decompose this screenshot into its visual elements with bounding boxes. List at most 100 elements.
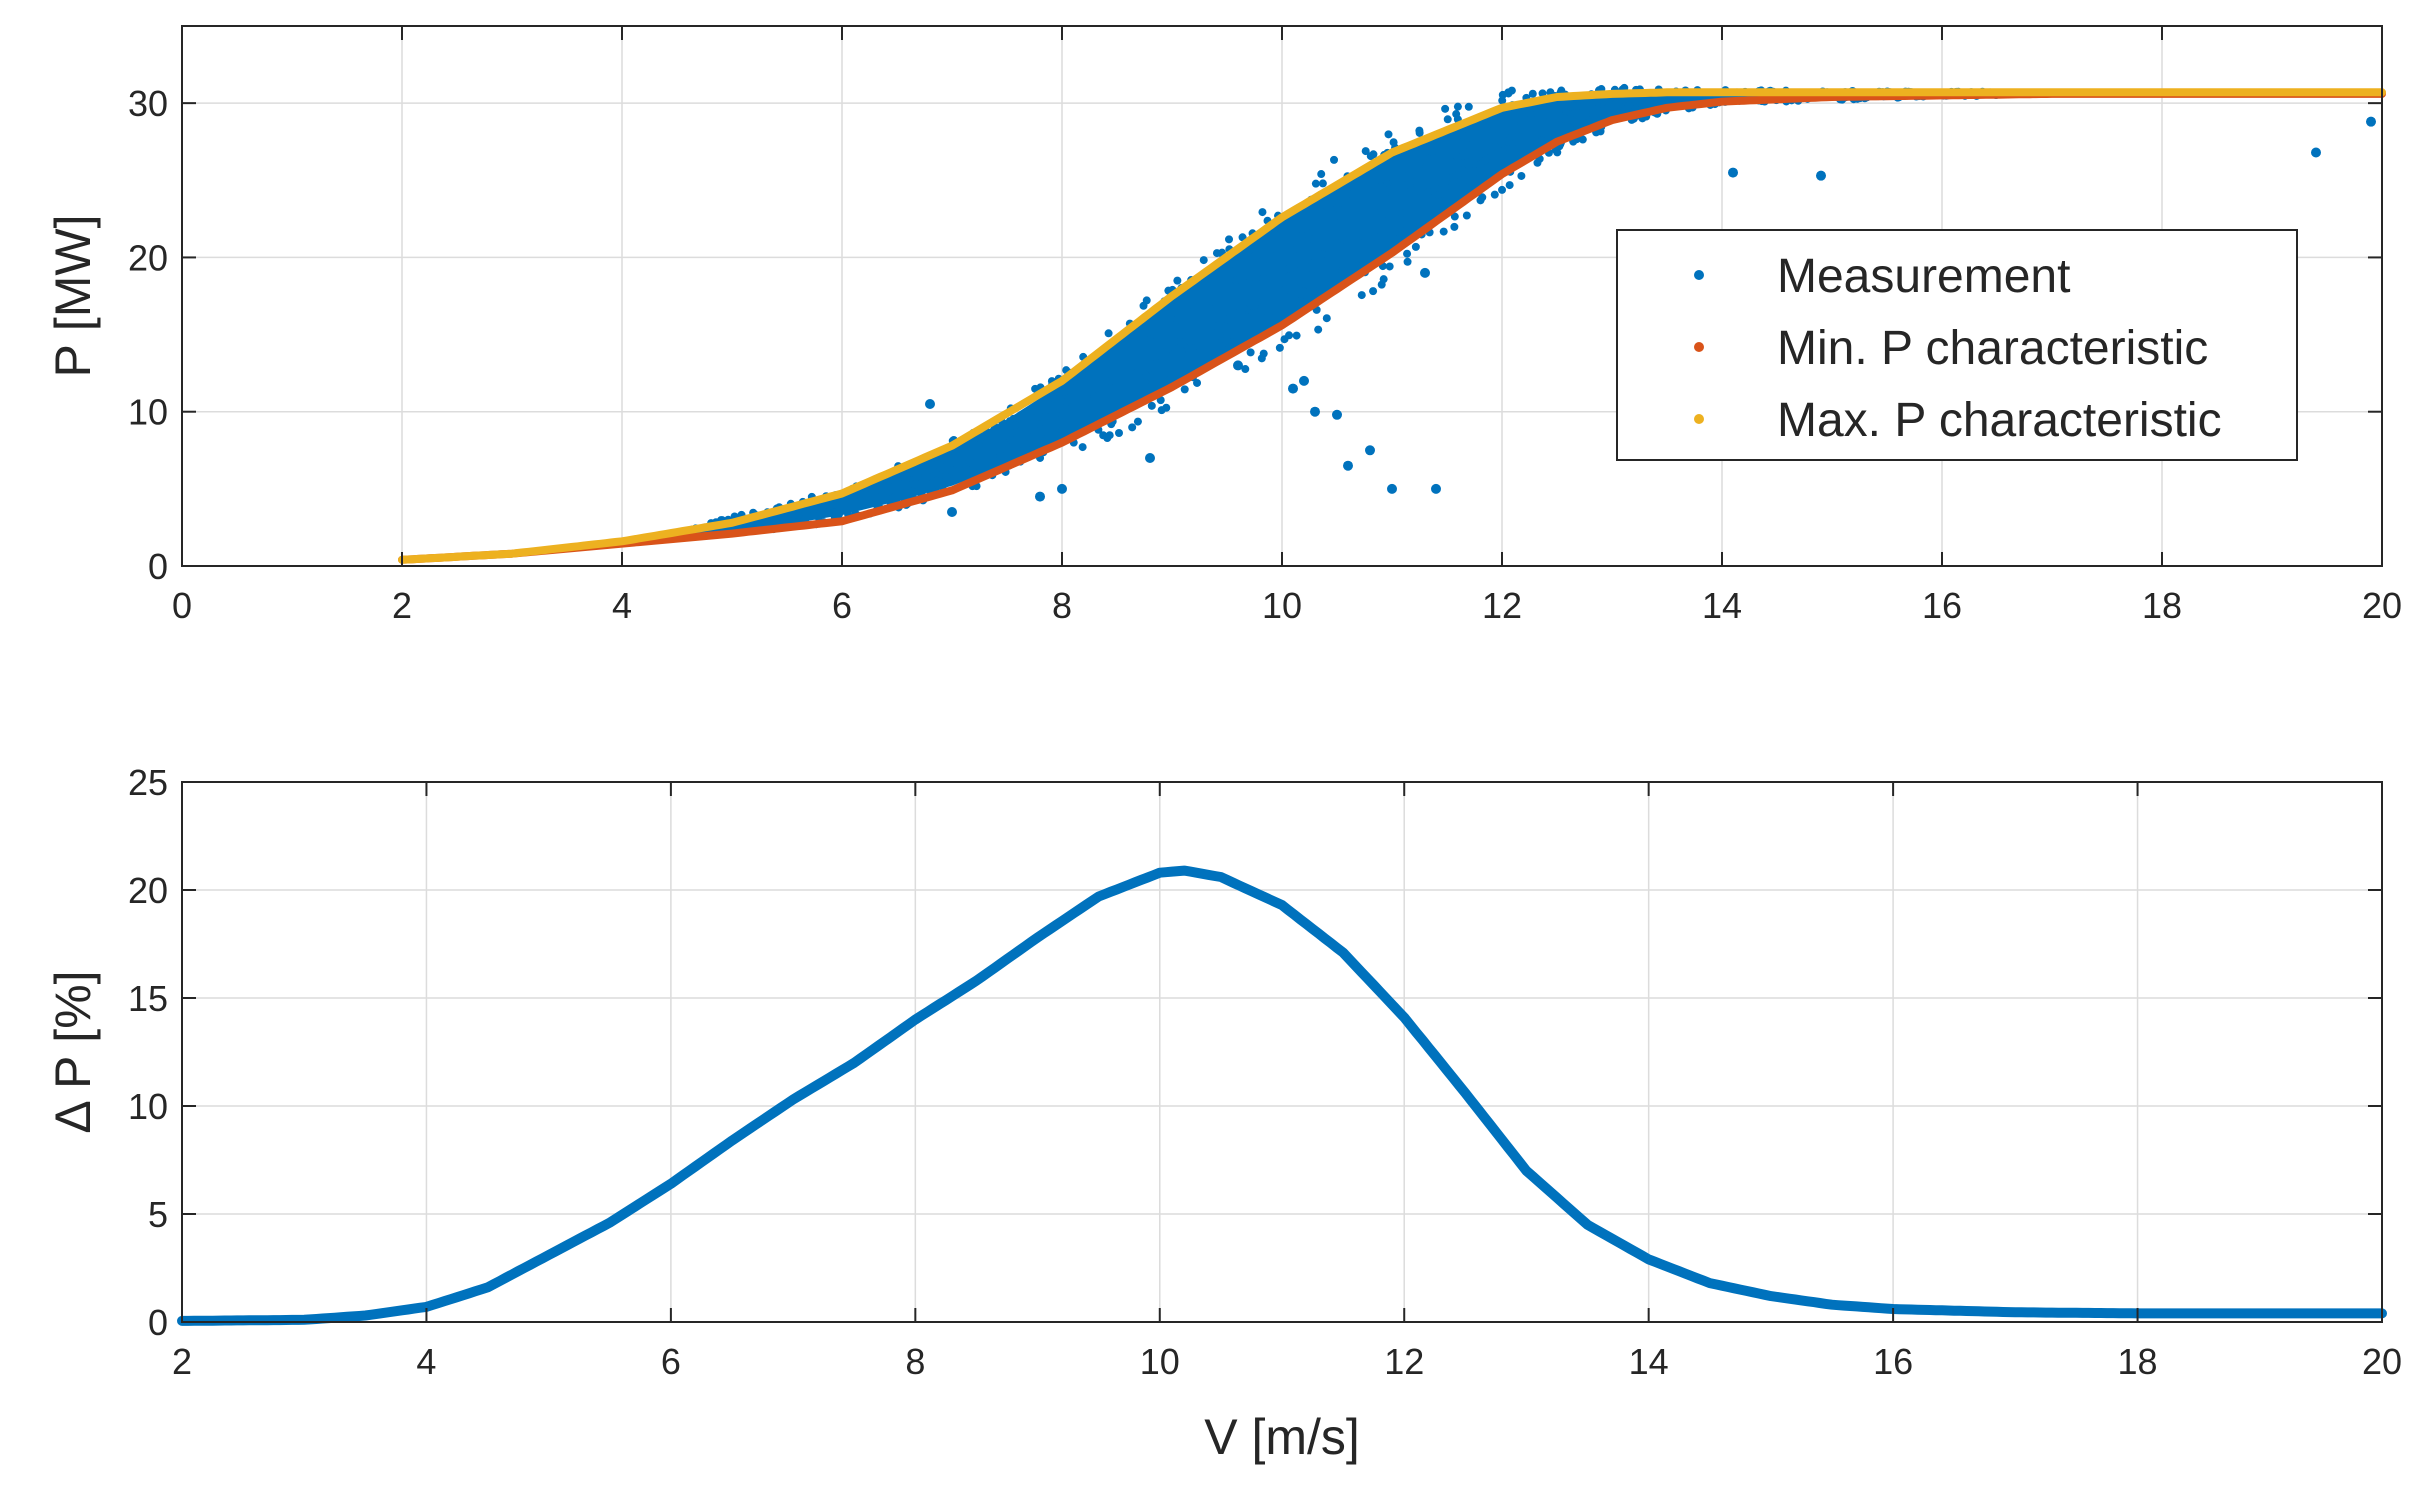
measurement-point (1385, 185, 1394, 194)
measurement-point (1308, 265, 1317, 274)
measurement-point (824, 509, 833, 518)
measurement-point (1228, 337, 1237, 346)
measurement-point (1197, 289, 1206, 298)
measurement-point (1359, 231, 1368, 240)
measurement-point (1280, 266, 1289, 275)
measurement-point (830, 500, 839, 509)
measurement-point (1106, 377, 1115, 386)
x-tick-label: 12 (1482, 585, 1522, 626)
measurement-point (1311, 179, 1320, 188)
x-tick-label: 4 (612, 585, 632, 626)
measurement-point (1564, 123, 1573, 132)
measurement-point (1450, 222, 1459, 231)
measurement-point (1280, 335, 1289, 344)
measurement-outlier (1431, 483, 1441, 494)
power-curve-plot: 0 2 4 6 8 10 12 14 16 18 20 0 10 20 30 P [MW] Measuremen… (45, 25, 2402, 626)
measurement-outlier (2366, 116, 2376, 127)
measurement-point (1338, 266, 1347, 275)
measurement-point (1314, 325, 1323, 334)
measurement-point (1029, 414, 1038, 423)
y-tick-label: 10 (128, 1086, 168, 1127)
measurement-point (948, 466, 957, 475)
measurement-point (1058, 410, 1067, 419)
measurement-point (1145, 363, 1154, 372)
measurement-point (1289, 246, 1298, 255)
measurement-point (908, 487, 917, 496)
measurement-point (1450, 212, 1459, 221)
measurement-point (1038, 437, 1047, 446)
legend-entry-label: Max. P characteristic (1777, 394, 2222, 447)
legend-box (1616, 229, 2298, 461)
measurement-point (1560, 103, 1569, 112)
measurement-point (1205, 303, 1214, 312)
measurement-point (1041, 412, 1050, 421)
measurement-point (1085, 416, 1094, 425)
x-tick-label: 8 (1052, 585, 1072, 626)
measurement-outlier (947, 507, 957, 517)
measurement-point (1371, 232, 1380, 241)
measurement-point (910, 480, 919, 489)
delta-p-plot: 2 4 6 8 10 12 14 16 18 20 0 5 10 15 20 25 Δ P [%] V [m/s] (45, 762, 2402, 1465)
measurement-point (1052, 431, 1061, 440)
measurement-point (1464, 182, 1473, 191)
measurement-point (904, 481, 913, 490)
measurement-point (1566, 102, 1575, 111)
measurement-point (1221, 322, 1230, 331)
measurement-point (1441, 104, 1450, 113)
measurement-point (862, 490, 871, 499)
measurement-point (1499, 146, 1508, 155)
measurement-point (1009, 414, 1018, 423)
x-tick-label: 10 (1140, 1341, 1180, 1382)
measurement-point (1397, 209, 1406, 218)
measurement-point (1447, 173, 1456, 182)
measurement-point (1189, 302, 1198, 311)
measurement-point (939, 465, 948, 474)
measurement-point (1167, 301, 1176, 310)
measurement-point (1105, 431, 1114, 440)
measurement-point (1309, 286, 1318, 295)
measurement-point (1537, 136, 1546, 145)
measurement-point (1072, 374, 1081, 383)
measurement-point (1560, 114, 1569, 123)
measurement-point (1318, 179, 1327, 188)
measurement-point (1093, 361, 1102, 370)
measurement-outlier (1387, 483, 1397, 494)
measurement-point (1504, 137, 1513, 146)
x-tick-label: 16 (1922, 585, 1962, 626)
measurement-point (1295, 297, 1304, 306)
measurement-point (1095, 405, 1104, 414)
measurement-point (1458, 131, 1467, 140)
measurement-point (1041, 406, 1050, 415)
measurement-point (1159, 370, 1168, 379)
x-tick-label: 4 (416, 1341, 436, 1382)
measurement-point (1441, 196, 1450, 205)
measurement-point (1452, 110, 1461, 119)
measurement-point (1443, 115, 1452, 124)
y-tick-label: 20 (128, 237, 168, 278)
measurement-point (1034, 420, 1043, 429)
measurement-point (1322, 314, 1331, 323)
measurement-outlier (1332, 409, 1342, 420)
measurement-point (877, 486, 886, 495)
measurement-point (1177, 349, 1186, 358)
measurement-point (1498, 90, 1507, 99)
measurement-point (1458, 158, 1467, 167)
measurement-point (816, 504, 825, 513)
measurement-point (1462, 140, 1471, 149)
measurement-point (1277, 299, 1286, 308)
measurement-point (1258, 274, 1267, 283)
measurement-point (1589, 113, 1598, 122)
measurement-point (912, 473, 921, 482)
measurement-point (1476, 196, 1485, 205)
measurement-point (1411, 242, 1420, 251)
measurement-point (923, 472, 932, 481)
x-tick-label: 12 (1384, 1341, 1424, 1382)
measurement-point (1244, 278, 1253, 287)
y-tick-label: 0 (148, 1302, 168, 1343)
measurement-point (1085, 403, 1094, 412)
measurement-point (1532, 109, 1541, 118)
measurement-point (1302, 222, 1311, 231)
measurement-point (1298, 231, 1307, 240)
x-tick-label: 2 (392, 585, 412, 626)
measurement-point (1243, 313, 1252, 322)
